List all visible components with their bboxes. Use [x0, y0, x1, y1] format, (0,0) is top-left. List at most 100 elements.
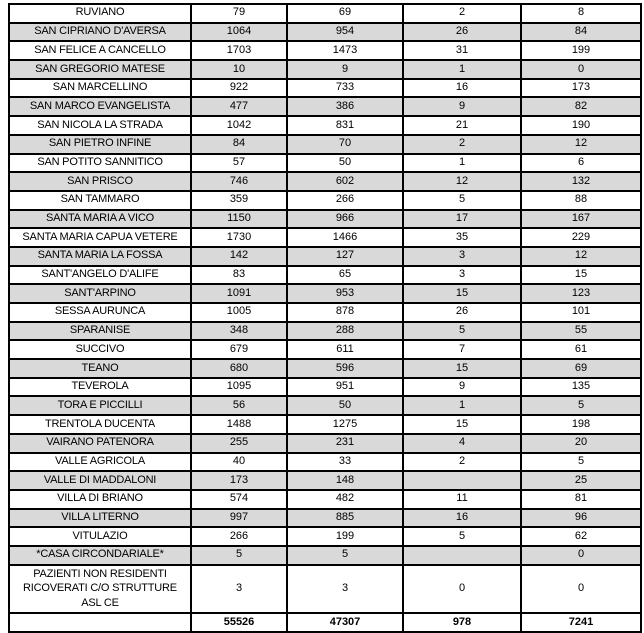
value-cell: 255 — [190, 432, 288, 454]
value-cell: 6 — [520, 152, 642, 174]
municipality-cell: SAN GREGORIO MATESE — [8, 59, 192, 80]
value-cell: 966 — [286, 208, 404, 230]
totals-value-cell: 55526 — [190, 612, 288, 633]
value-cell: 4 — [402, 432, 522, 454]
value-cell: 1473 — [286, 40, 404, 62]
value-cell: 190 — [520, 115, 642, 136]
value-cell: 1042 — [190, 115, 288, 136]
value-cell: 1703 — [190, 40, 288, 62]
table-row: SAN MARCO EVANGELISTA 477 386 9 82 — [8, 96, 642, 118]
value-cell: 680 — [190, 358, 288, 379]
value-cell: 1150 — [190, 208, 288, 230]
value-cell: 123 — [520, 283, 642, 304]
table-row: SAN PIETRO INFINE 84 70 2 12 — [8, 133, 642, 155]
value-cell: 288 — [286, 320, 404, 342]
value-cell: 96 — [520, 507, 642, 529]
value-cell: 7 — [402, 339, 522, 361]
value-cell: 9 — [286, 59, 404, 80]
value-cell: 5 — [520, 395, 642, 417]
value-cell: 33 — [286, 451, 404, 473]
municipality-cell: SAN TAMMARO — [8, 189, 192, 211]
municipality-cell: TEANO — [8, 358, 192, 379]
totals-value-cell: 7241 — [520, 612, 642, 633]
municipality-cell: SPARANISE — [8, 320, 192, 342]
table-row: SESSA AURUNCA 1005 878 26 101 — [8, 302, 642, 323]
value-cell: 266 — [286, 189, 404, 211]
municipality-cell: VILLA DI BRIANO — [8, 488, 192, 510]
value-cell: 62 — [520, 526, 642, 547]
municipality-cell: SAN FELICE A CANCELLO — [8, 40, 192, 62]
municipality-cell: TORA E PICCILLI — [8, 395, 192, 417]
table-row: SAN MARCELLINO 922 733 16 173 — [8, 77, 642, 99]
table-row: SANT'ARPINO 1091 953 15 123 — [8, 283, 642, 304]
municipality-cell: SANT'ARPINO — [8, 283, 192, 304]
value-cell: 40 — [190, 451, 288, 473]
value-cell: 878 — [286, 302, 404, 323]
value-cell: 15 — [520, 264, 642, 286]
municipality-cell: SAN PRISCO — [8, 171, 192, 192]
value-cell: 9 — [402, 96, 522, 118]
table-row: VALLE AGRICOLA 40 33 2 5 — [8, 451, 642, 473]
table-row: SANTA MARIA LA FOSSA 142 127 3 12 — [8, 245, 642, 267]
table-row: SAN POTITO SANNITICO 57 50 1 6 — [8, 152, 642, 174]
value-cell: 1 — [402, 59, 522, 80]
value-cell: 142 — [190, 245, 288, 267]
municipality-cell: RUVIANO — [8, 3, 192, 24]
value-cell: 477 — [190, 96, 288, 118]
totals-row: 55526 47307 978 7241 — [8, 612, 642, 633]
table-row: SUCCIVO 679 611 7 61 — [8, 339, 642, 361]
table-row: SAN FELICE A CANCELLO 1703 1473 31 199 — [8, 40, 642, 62]
value-cell: 56 — [190, 395, 288, 417]
value-cell: 199 — [286, 526, 404, 547]
table-row: SANTA MARIA CAPUA VETERE 1730 1466 35 229 — [8, 227, 642, 248]
value-cell: 951 — [286, 376, 404, 398]
value-cell: 17 — [402, 208, 522, 230]
municipality-cell: SAN PIETRO INFINE — [8, 133, 192, 155]
table-row: SAN CIPRIANO D'AVERSA 1064 954 26 84 — [8, 21, 642, 43]
table-row: TRENTOLA DUCENTA 1488 1275 15 198 — [8, 414, 642, 435]
municipality-cell: PAZIENTI NON RESIDENTI RICOVERATI C/O ST… — [8, 563, 192, 615]
value-cell: 83 — [190, 264, 288, 286]
value-cell: 31 — [402, 40, 522, 62]
value-cell: 5 — [190, 544, 288, 566]
value-cell: 5 — [402, 189, 522, 211]
value-cell: 10 — [190, 59, 288, 80]
value-cell: 135 — [520, 376, 642, 398]
value-cell: 3 — [190, 563, 288, 615]
value-cell: 25 — [520, 470, 642, 491]
value-cell: 679 — [190, 339, 288, 361]
value-cell — [402, 470, 522, 491]
value-cell: 0 — [520, 544, 642, 566]
value-cell: 922 — [190, 77, 288, 99]
value-cell: 35 — [402, 227, 522, 248]
value-cell: 8 — [520, 3, 642, 24]
table-row: SANTA MARIA A VICO 1150 966 17 167 — [8, 208, 642, 230]
value-cell: 88 — [520, 189, 642, 211]
municipality-cell: *CASA CIRCONDARIALE* — [8, 544, 192, 566]
value-cell: 348 — [190, 320, 288, 342]
value-cell: 9 — [402, 376, 522, 398]
value-cell: 2 — [402, 3, 522, 24]
municipality-cell: SAN MARCELLINO — [8, 77, 192, 99]
value-cell: 596 — [286, 358, 404, 379]
municipality-cell: SAN CIPRIANO D'AVERSA — [8, 21, 192, 43]
value-cell: 15 — [402, 283, 522, 304]
value-cell: 1466 — [286, 227, 404, 248]
value-cell: 15 — [402, 358, 522, 379]
value-cell: 101 — [520, 302, 642, 323]
value-cell: 5 — [402, 320, 522, 342]
value-cell: 20 — [520, 432, 642, 454]
value-cell: 733 — [286, 77, 404, 99]
value-cell: 55 — [520, 320, 642, 342]
value-cell: 611 — [286, 339, 404, 361]
value-cell: 1 — [402, 152, 522, 174]
value-cell: 79 — [190, 3, 288, 24]
value-cell: 127 — [286, 245, 404, 267]
value-cell: 885 — [286, 507, 404, 529]
table-row: RUVIANO 79 69 2 8 — [8, 3, 642, 24]
table-row: VILLA LITERNO 997 885 16 96 — [8, 507, 642, 529]
value-cell: 997 — [190, 507, 288, 529]
municipality-cell: SANTA MARIA A VICO — [8, 208, 192, 230]
value-cell: 12 — [520, 245, 642, 267]
